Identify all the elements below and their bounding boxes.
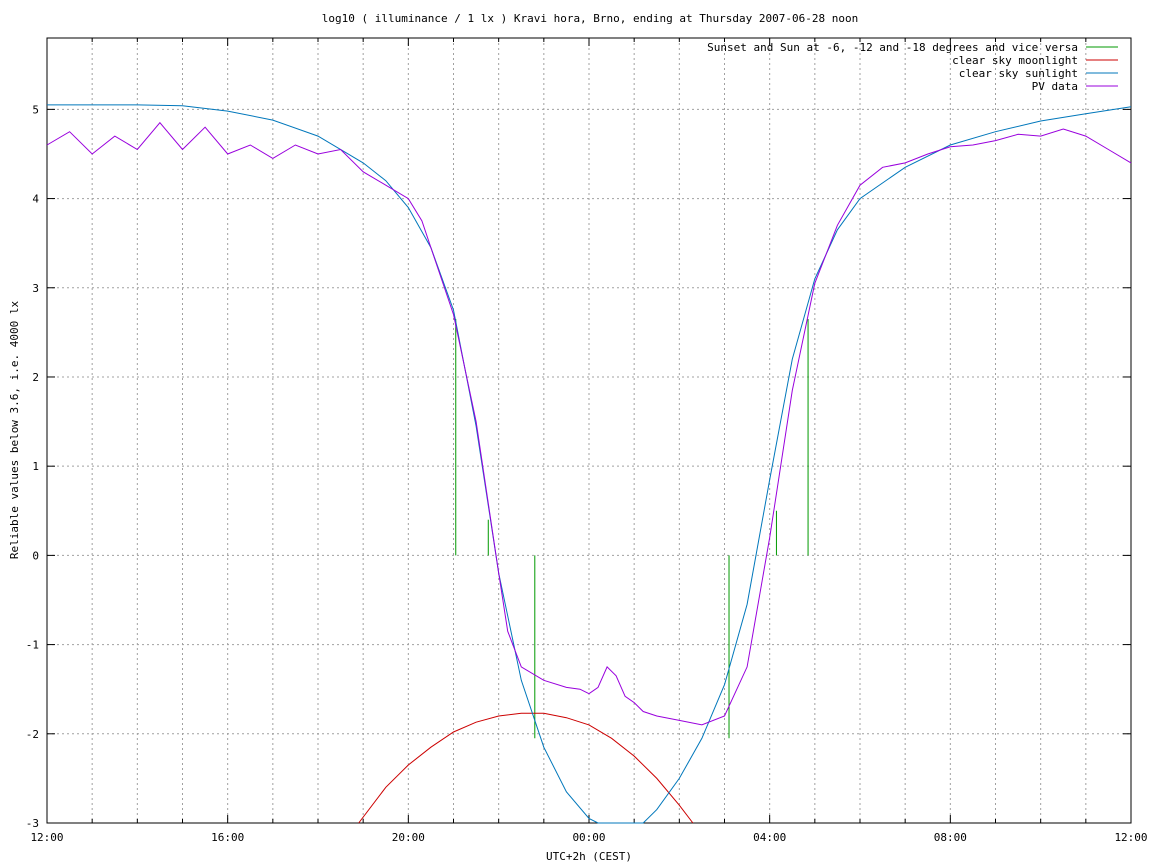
- x-tick-label: 20:00: [392, 831, 425, 844]
- grid: [47, 38, 1131, 823]
- chart-title: log10 ( illuminance / 1 lx ) Kravi hora,…: [322, 12, 858, 25]
- y-tick-label: 0: [32, 549, 39, 562]
- x-axis-label: UTC+2h (CEST): [546, 850, 632, 863]
- y-tick-label: 3: [32, 282, 39, 295]
- x-tick-label: 04:00: [753, 831, 786, 844]
- y-tick-label: 5: [32, 103, 39, 116]
- sunlight-line: [47, 104, 1132, 824]
- legend-label: Sunset and Sun at -6, -12 and -18 degree…: [707, 41, 1078, 54]
- y-tick-label: 2: [32, 371, 39, 384]
- legend: Sunset and Sun at -6, -12 and -18 degree…: [707, 41, 1118, 93]
- pv-data-line: [46, 121, 1132, 726]
- legend-label: PV data: [1032, 80, 1078, 93]
- x-tick-label: 16:00: [211, 831, 244, 844]
- x-tick-label: 12:00: [1114, 831, 1147, 844]
- x-tick-label: 00:00: [572, 831, 605, 844]
- y-tick-label: 4: [32, 193, 39, 206]
- x-tick-label: 12:00: [30, 831, 63, 844]
- y-axis-label: Reliable values below 3.6, i.e. 4000 lx: [8, 300, 21, 559]
- y-tick-label: -1: [26, 639, 39, 652]
- legend-label: clear sky moonlight: [952, 54, 1078, 67]
- plot-frame: [46, 37, 1132, 824]
- y-tick-label: -2: [26, 728, 39, 741]
- ticks: -3 -2 -1 0 1 2 3 4 5 12:00 16:00 20:00 00:00 04:00 08:…: [26, 38, 1148, 844]
- y-tick-label: 1: [32, 460, 39, 473]
- y-tick-label: -3: [26, 817, 39, 830]
- legend-label: clear sky sunlight: [959, 67, 1078, 80]
- x-tick-label: 08:00: [934, 831, 967, 844]
- series: [46, 104, 1132, 824]
